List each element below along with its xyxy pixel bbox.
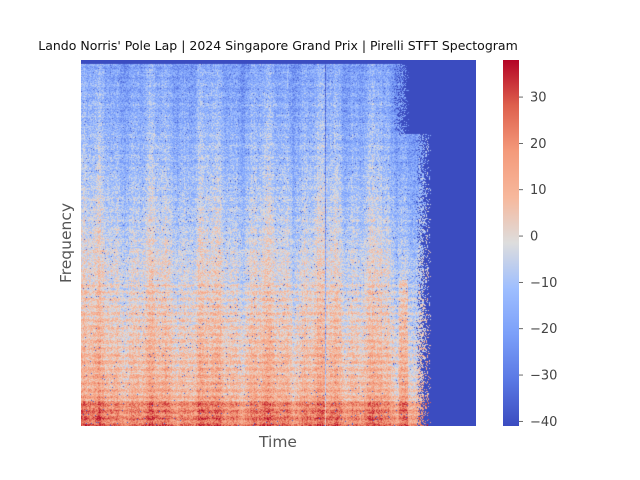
colorbar-ticks: −40 −30 −20 −10 0 10 20 30 bbox=[519, 91, 557, 430]
x-axis-label: Time bbox=[258, 433, 297, 451]
colorbar-tick-label: −10 bbox=[530, 276, 557, 291]
colorbar-tick-label: 20 bbox=[530, 137, 547, 152]
colorbar-tick-label: 30 bbox=[530, 91, 547, 106]
colorbar-tick-label: −30 bbox=[530, 369, 557, 384]
chart-title: Lando Norris' Pole Lap | 2024 Singapore … bbox=[38, 38, 518, 53]
colorbar-tick-label: −40 bbox=[530, 415, 557, 430]
y-axis-label: Frequency bbox=[57, 203, 75, 283]
heatmap-axes bbox=[81, 60, 476, 426]
colorbar-tick-label: −20 bbox=[530, 322, 557, 337]
colorbar-gradient bbox=[503, 60, 519, 426]
colorbar-tick-label: 10 bbox=[530, 183, 547, 198]
colorbar: −40 −30 −20 −10 0 10 20 30 bbox=[503, 60, 557, 430]
colorbar-tick-label: 0 bbox=[530, 230, 538, 245]
heatmap-cells bbox=[81, 60, 476, 426]
heatmap-canvas-holder bbox=[81, 60, 476, 426]
